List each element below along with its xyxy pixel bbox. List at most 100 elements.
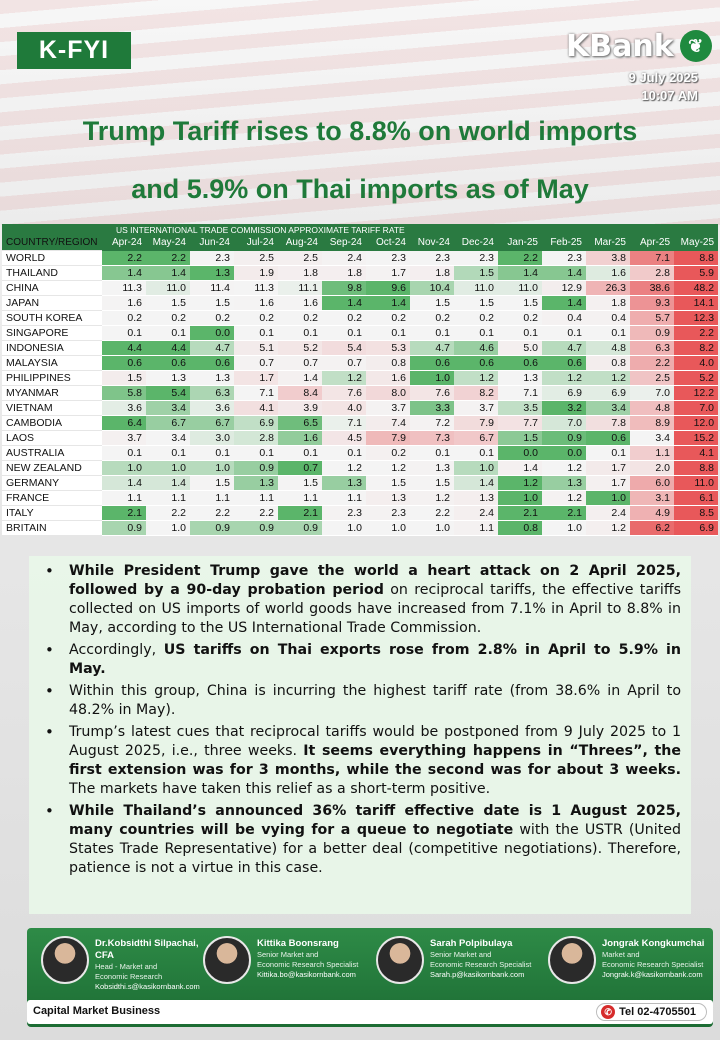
tariff-value: 0.0 — [190, 325, 234, 341]
tariff-value: 9.6 — [366, 280, 410, 296]
tariff-value: 0.6 — [146, 355, 190, 371]
member-role: Economic Research Specialist — [257, 959, 359, 969]
tariff-value: 7.2 — [410, 415, 454, 431]
tariff-value: 0.2 — [278, 310, 322, 326]
member-email[interactable]: Sarah.p@kasikornbank.com — [430, 970, 525, 979]
tariff-value: 1.1 — [322, 490, 366, 506]
bullet-text: The markets have taken this relief as a … — [69, 781, 491, 797]
tariff-value: 1.4 — [278, 370, 322, 386]
member-info: Dr.Kobsidthi Silpachai, CFA Head - Market… — [95, 938, 209, 992]
tariff-value: 6.1 — [674, 490, 719, 506]
tariff-value: 0.7 — [278, 355, 322, 371]
kfyi-badge: K-FYI — [17, 32, 131, 69]
tariff-value: 1.3 — [146, 370, 190, 386]
tariff-value: 7.1 — [630, 250, 674, 266]
country-name: NEW ZEALAND — [2, 460, 102, 476]
tariff-value: 1.1 — [630, 445, 674, 461]
phone-number: Tel 02-4705501 — [619, 1006, 696, 1018]
bullet-text: with the USTR (United States Trade Repre… — [69, 822, 681, 876]
tariff-value: 1.2 — [586, 520, 630, 536]
tariff-value: 2.2 — [102, 250, 146, 266]
tariff-value: 0.1 — [102, 445, 146, 461]
tariff-value: 5.8 — [102, 385, 146, 401]
month-header: Dec-24 — [454, 236, 498, 251]
tariff-value: 2.0 — [630, 460, 674, 476]
tariff-value: 1.6 — [586, 265, 630, 281]
tariff-value: 0.1 — [454, 325, 498, 341]
tariff-value: 11.0 — [454, 280, 498, 296]
tariff-value: 1.7 — [234, 370, 278, 386]
tariff-value: 6.9 — [542, 385, 586, 401]
tariff-value: 11.0 — [498, 280, 542, 296]
tariff-value: 0.6 — [102, 355, 146, 371]
tariff-value: 7.4 — [366, 415, 410, 431]
member-email[interactable]: Kittika.bo@kasikornbank.com — [257, 970, 356, 979]
country-name: AUSTRALIA — [2, 445, 102, 461]
tariff-value: 1.0 — [454, 460, 498, 476]
tariff-value: 12.2 — [674, 385, 719, 401]
tariff-value: 1.4 — [498, 460, 542, 476]
tariff-value: 1.3 — [542, 475, 586, 491]
tariff-value: 4.7 — [410, 340, 454, 356]
member-email[interactable]: Kobsidthi.s@kasikornbank.com — [95, 982, 200, 991]
tariff-value: 12.3 — [674, 310, 719, 326]
tariff-value: 0.1 — [146, 325, 190, 341]
tariff-value: 38.6 — [630, 280, 674, 296]
month-header: May-25 — [674, 236, 719, 251]
logo-text: KBank — [566, 28, 674, 64]
tariff-value: 3.3 — [410, 400, 454, 416]
tariff-value: 0.6 — [454, 355, 498, 371]
tariff-value: 1.3 — [410, 460, 454, 476]
department-label: Capital Market Business — [33, 1005, 161, 1017]
tariff-value: 14.1 — [674, 295, 719, 311]
tariff-value: 1.2 — [322, 370, 366, 386]
tariff-value: 2.2 — [190, 505, 234, 521]
bullet-text: Accordingly, — [69, 642, 164, 658]
tariff-value: 15.2 — [674, 430, 719, 446]
table-row: THAILAND 1.4 1.4 1.3 1.9 1.8 1.8 1.7 1.8 1.5 1.4 1.… — [2, 265, 719, 281]
tariff-value: 7.6 — [410, 385, 454, 401]
tariff-value: 4.8 — [630, 400, 674, 416]
tariff-value: 1.5 — [366, 475, 410, 491]
month-header: Sep-24 — [322, 236, 366, 251]
tariff-value: 2.2 — [498, 250, 542, 266]
tariff-value: 7.3 — [410, 430, 454, 446]
tariff-table: US INTERNATIONAL TRADE COMMISSION APPROX… — [2, 224, 719, 536]
tariff-value: 1.1 — [190, 490, 234, 506]
tariff-value: 6.5 — [278, 415, 322, 431]
country-name: LAOS — [2, 430, 102, 446]
tariff-value: 0.1 — [102, 325, 146, 341]
tariff-value: 1.2 — [454, 370, 498, 386]
tariff-value: 1.4 — [542, 265, 586, 281]
tariff-value: 7.1 — [234, 385, 278, 401]
bullet-bold-text: US tariffs on Thai exports rose from 2.8… — [69, 642, 681, 677]
country-name: MALAYSIA — [2, 355, 102, 371]
tariff-value: 0.9 — [234, 460, 278, 476]
member-role: Economic Research Specialist — [430, 959, 532, 969]
country-name: GERMANY — [2, 475, 102, 491]
tariff-value: 1.7 — [586, 460, 630, 476]
summary-bullet: Accordingly, US tariffs on Thai exports … — [39, 641, 681, 679]
tariff-value: 0.9 — [542, 430, 586, 446]
month-header: Apr-25 — [630, 236, 674, 251]
tariff-value: 1.5 — [498, 430, 542, 446]
tariff-value: 0.1 — [542, 325, 586, 341]
tariff-value: 0.6 — [586, 430, 630, 446]
tariff-value: 2.3 — [542, 250, 586, 266]
team-member: Dr.Kobsidthi Silpachai, CFA Head - Market… — [41, 936, 209, 992]
tariff-value: 1.4 — [146, 475, 190, 491]
tariff-value: 0.1 — [498, 325, 542, 341]
tariff-value: 1.0 — [190, 460, 234, 476]
tariff-value: 0.9 — [234, 520, 278, 536]
department-bar: Capital Market Business ✆ Tel 02-4705501 — [27, 1000, 713, 1024]
tariff-value: 0.7 — [322, 355, 366, 371]
tariff-value: 0.1 — [322, 325, 366, 341]
member-role: Senior Market and — [430, 950, 492, 959]
tariff-value: 1.7 — [586, 475, 630, 491]
tariff-value: 1.1 — [146, 490, 190, 506]
tariff-value: 1.8 — [586, 295, 630, 311]
tariff-value: 0.1 — [454, 445, 498, 461]
tariff-value: 2.4 — [454, 505, 498, 521]
tariff-value: 1.0 — [410, 370, 454, 386]
member-email[interactable]: Jongrak.k@kasikornbank.com — [602, 970, 703, 979]
